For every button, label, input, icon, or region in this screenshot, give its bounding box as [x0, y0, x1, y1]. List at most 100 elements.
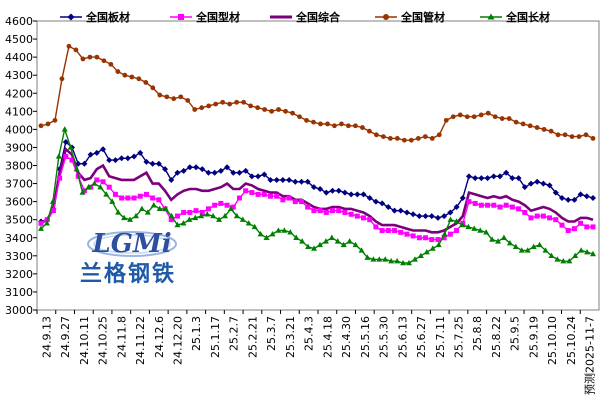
data-point — [565, 196, 572, 203]
data-point — [55, 153, 62, 159]
data-point — [491, 202, 497, 208]
y-tick-label: 3600 — [5, 196, 33, 209]
data-point — [410, 233, 416, 239]
data-point — [397, 207, 404, 214]
data-point — [515, 175, 522, 182]
data-point — [132, 212, 139, 219]
data-point — [565, 228, 571, 234]
data-point — [322, 238, 329, 244]
data-point — [385, 228, 391, 234]
y-tick-label: 4100 — [5, 105, 33, 118]
data-point — [435, 241, 442, 248]
data-point — [528, 215, 534, 221]
x-tick-label: 25.4.3 — [303, 316, 316, 351]
data-point — [248, 103, 254, 109]
data-point — [354, 213, 360, 219]
data-point — [112, 157, 119, 164]
data-point — [174, 213, 180, 219]
data-point — [478, 112, 484, 118]
data-point — [465, 173, 472, 180]
data-point — [328, 234, 335, 240]
data-point — [584, 249, 591, 255]
series-line — [40, 45, 594, 141]
y-tick-label: 4000 — [5, 123, 33, 136]
data-point — [205, 206, 211, 212]
legend-item-1: 全国板材 — [60, 10, 130, 24]
data-point — [109, 198, 116, 204]
data-point — [143, 191, 149, 197]
data-point — [292, 199, 298, 205]
data-point — [311, 208, 317, 214]
data-point — [248, 173, 255, 180]
data-point — [59, 76, 65, 82]
data-point — [495, 238, 502, 244]
data-point — [522, 209, 528, 215]
data-point — [87, 54, 93, 60]
data-point — [100, 179, 106, 185]
data-point — [85, 183, 92, 190]
x-tick-label: 24.9.13 — [40, 316, 53, 358]
legend-label: 全国板材 — [85, 10, 130, 24]
data-point — [391, 207, 398, 214]
data-point — [276, 107, 281, 112]
data-point — [553, 217, 559, 223]
data-point — [485, 202, 491, 208]
data-point — [506, 239, 513, 246]
data-point — [422, 213, 429, 220]
data-point — [251, 223, 258, 230]
data-point — [472, 200, 478, 206]
data-point — [255, 105, 261, 111]
data-point — [297, 114, 302, 120]
data-point — [100, 146, 107, 153]
data-point — [156, 205, 163, 212]
data-point — [94, 177, 100, 183]
data-point — [334, 238, 341, 244]
data-point — [249, 190, 255, 196]
y-tick-label: 4600 — [5, 15, 33, 28]
data-point — [263, 234, 270, 240]
data-point — [143, 80, 149, 85]
company-name: 兰格钢铁 — [80, 261, 176, 287]
x-tick-label: 25.1.17 — [209, 316, 222, 358]
series-line — [40, 126, 594, 264]
data-point — [411, 256, 418, 262]
data-point — [93, 149, 100, 156]
data-point — [118, 155, 125, 162]
data-point — [385, 204, 392, 211]
data-point — [94, 54, 100, 60]
data-point — [236, 195, 242, 201]
series-1 — [38, 139, 596, 225]
data-point — [590, 136, 596, 141]
data-point — [87, 151, 94, 158]
data-point — [199, 209, 205, 215]
data-point — [536, 241, 543, 248]
data-point — [450, 114, 456, 120]
data-point — [554, 256, 561, 262]
data-point — [67, 144, 74, 150]
data-point — [150, 195, 156, 201]
data-point — [261, 191, 267, 197]
data-point — [490, 173, 497, 180]
legend-label: 全国管材 — [400, 10, 445, 24]
data-point — [310, 184, 317, 191]
data-point — [131, 153, 138, 160]
data-point — [136, 76, 142, 82]
data-point — [584, 224, 590, 230]
data-point — [380, 134, 386, 140]
data-point — [441, 235, 447, 241]
data-point — [174, 169, 181, 176]
data-point — [541, 126, 547, 132]
data-point — [304, 178, 311, 185]
data-point — [400, 259, 407, 266]
x-tick-label: 25.1.3 — [190, 316, 203, 351]
data-point — [193, 164, 200, 171]
data-point — [192, 107, 198, 112]
data-point — [403, 209, 410, 216]
data-point — [416, 235, 422, 241]
legend-item-3: 全国综合 — [270, 10, 341, 24]
data-point — [149, 160, 156, 167]
data-point — [578, 247, 585, 253]
data-point — [465, 223, 472, 230]
x-tick-label: 25.5.16 — [359, 316, 372, 358]
data-point — [499, 116, 505, 121]
